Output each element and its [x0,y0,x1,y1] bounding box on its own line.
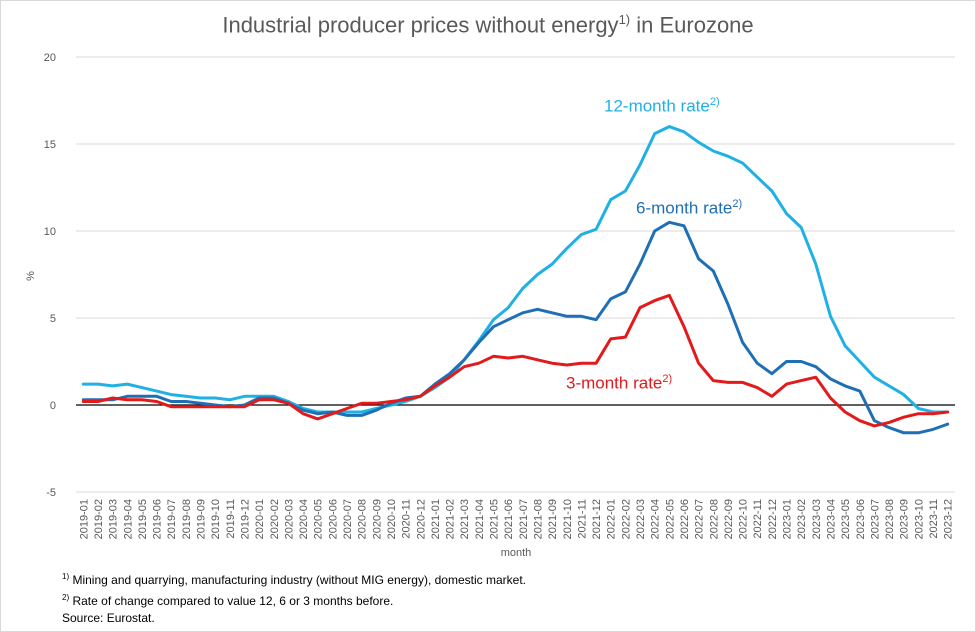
x-tick-label: 2022-12 [767,499,779,539]
chart-title-suffix: in Eurozone [630,12,754,38]
x-tick-label: 2020-08 [357,499,369,539]
x-tick-label: 2022-01 [606,499,618,539]
x-tick-label: 2021-11 [576,499,588,539]
y-tick-label: 5 [50,313,56,325]
x-tick-label: 2021-06 [503,499,515,539]
x-tick-label: 2021-07 [518,499,530,539]
x-tick-label: 2023-01 [782,499,794,539]
x-tick-label: 2023-12 [943,499,955,539]
footnote-2-text: Rate of change compared to value 12, 6 o… [69,594,394,608]
x-tick-label: 2019-10 [210,499,222,539]
x-tick-label: 2022-08 [708,499,720,539]
footnotes: 1) Mining and quarrying, manufacturing i… [62,568,526,627]
x-tick-label: 2020-10 [386,499,398,539]
x-tick-label: 2022-06 [679,499,691,539]
x-tick-label: 2023-03 [811,499,823,539]
series-line-12-month-rate [81,125,950,414]
x-tick-label: 2020-12 [415,499,427,539]
x-tick-label: 2020-04 [298,499,310,539]
x-tick-label: 2021-12 [591,499,603,539]
x-tick-label: 2021-01 [430,499,442,539]
series-label-12-month-sup: 2) [709,96,720,108]
y-tick-label: 20 [44,52,56,64]
x-tick-label: 2020-07 [342,499,354,539]
y-tick-label: -5 [46,487,56,499]
footnote-2-mark: 2) [62,593,70,602]
x-tick-label: 2020-09 [371,499,383,539]
x-tick-label: 2023-02 [796,499,808,539]
x-tick-label: 2023-09 [899,499,911,539]
x-tick-label: 2019-02 [93,499,105,539]
series-label-3-month-text: 3-month rate [566,373,663,393]
x-tick-label: 2023-11 [928,499,940,539]
series-line-3-month-rate [81,293,950,428]
x-tick-label: 2020-05 [313,499,325,539]
x-tick-label: 2019-09 [196,499,208,539]
x-tick-label: 2019-12 [239,499,251,539]
x-tick-label: 2022-09 [723,499,735,539]
x-tick-label: 2020-03 [283,499,295,539]
y-tick-label: 15 [44,139,56,151]
source-note: Source: Eurostat. [62,610,526,627]
x-tick-label: 2021-04 [474,499,486,539]
gridlines [76,56,955,493]
x-tick-label: 2019-07 [166,499,178,539]
source-note-text: Source: Eurostat. [62,611,155,625]
x-tick-label: 2019-01 [78,499,90,539]
x-tick-label: 2023-10 [913,499,925,539]
x-tick-label: 2020-01 [254,499,266,539]
x-axis-ticks: 2019-01 2019-02 2019-03 2019-04 2019-05 2019-… [78,499,954,539]
footnote-1-text: Mining and quarrying, manufacturing indu… [69,573,526,587]
x-tick-label: 2021-10 [562,499,574,539]
x-tick-label: 2020-06 [327,499,339,539]
x-tick-label: 2019-11 [225,499,237,539]
chart-title-text: Industrial producer prices without energ… [222,12,619,38]
series-lines [81,125,950,435]
footnote-1: 1) Mining and quarrying, manufacturing i… [62,568,526,589]
x-tick-label: 2022-07 [694,499,706,539]
x-tick-label: 2019-04 [122,499,134,539]
x-tick-label: 2019-05 [137,499,149,539]
x-tick-label: 2022-11 [752,499,764,539]
x-tick-label: 2023-08 [884,499,896,539]
x-tick-label: 2023-05 [840,499,852,539]
series-label-6-month-text: 6-month rate [636,198,733,218]
footnote-2: 2) Rate of change compared to value 12, … [62,589,526,610]
series-label-12-month-text: 12-month rate [604,96,710,116]
x-tick-label: 2020-11 [401,499,413,539]
series-label-3-month-sup: 2) [662,373,673,385]
x-tick-label: 2023-06 [855,499,867,539]
series-line-6-month-rate [81,220,950,435]
x-tick-label: 2019-03 [108,499,120,539]
x-tick-label: 2022-03 [635,499,647,539]
x-tick-label: 2022-04 [650,499,662,539]
x-tick-label: 2021-05 [489,499,501,539]
x-tick-label: 2021-09 [547,499,559,539]
x-tick-label: 2022-10 [738,499,750,539]
x-tick-label: 2021-02 [445,499,457,539]
series-label-6-month-sup: 2) [732,198,743,210]
series-label-6-month: 6-month rate2) [636,198,742,219]
chart-title: Industrial producer prices without energ… [0,12,976,38]
x-axis-title: month [501,547,532,559]
x-tick-label: 2022-02 [620,499,632,539]
y-tick-label: 0 [50,400,56,412]
footnote-1-mark: 1) [62,572,70,581]
x-tick-label: 2023-07 [869,499,881,539]
x-tick-label: 2019-06 [152,499,164,539]
x-tick-label: 2023-04 [825,499,837,539]
y-tick-label: 10 [44,226,56,238]
series-label-3-month: 3-month rate2) [566,373,672,394]
x-tick-label: 2021-03 [459,499,471,539]
x-tick-label: 2021-08 [532,499,544,539]
x-tick-label: 2020-02 [269,499,281,539]
y-axis-title: % [25,271,37,281]
chart-title-footnote-mark: 1) [618,12,631,27]
series-label-12-month: 12-month rate2) [604,96,720,117]
x-tick-label: 2022-05 [664,499,676,539]
y-axis-ticks: -5 0 5 10 15 20 [44,52,56,499]
x-tick-label: 2019-08 [181,499,193,539]
